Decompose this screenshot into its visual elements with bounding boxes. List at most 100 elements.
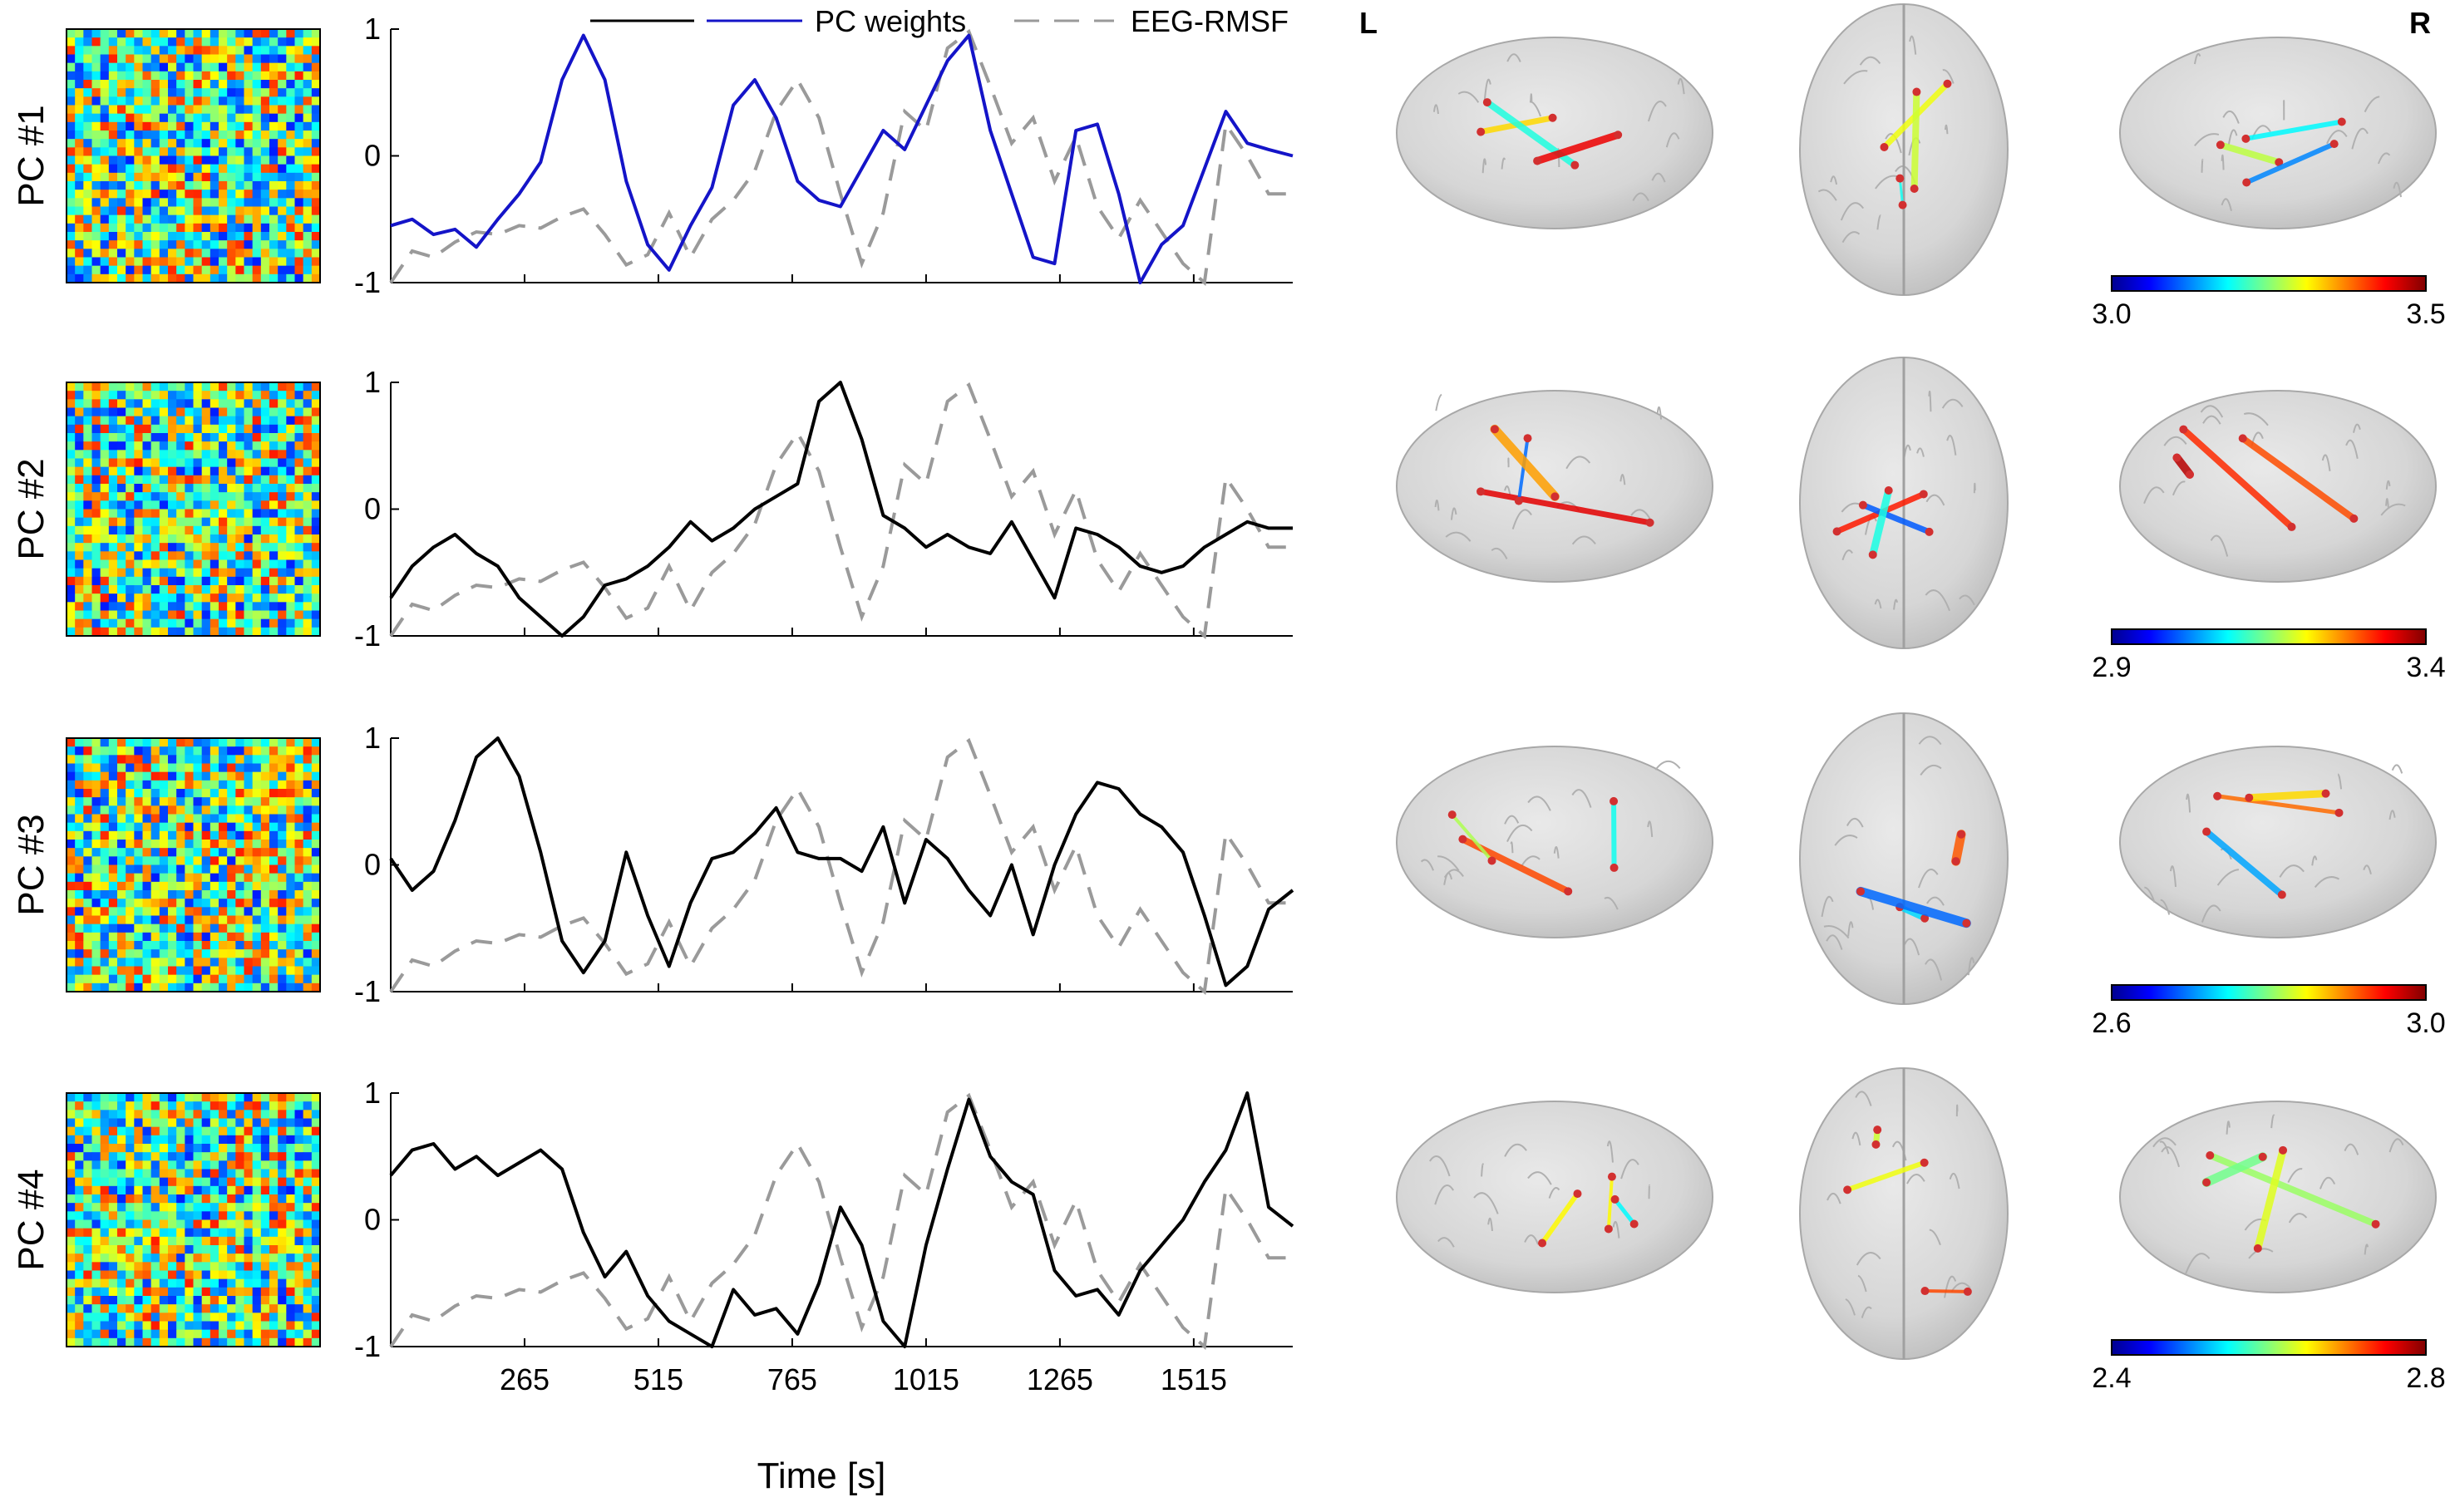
node (2322, 790, 2330, 798)
colorbar (2112, 985, 2426, 1000)
sulcus (2202, 160, 2203, 173)
node (1487, 856, 1496, 864)
node (1533, 157, 1541, 165)
pc-label: PC #4 (11, 1169, 52, 1270)
brain-view-top (1800, 1068, 2008, 1359)
node (1646, 519, 1654, 527)
brain-surface (2120, 391, 2436, 582)
node (2186, 470, 2194, 479)
x-tick-label: 1515 (1161, 1362, 1227, 1396)
brain-view-left-lateral (1397, 1101, 1713, 1293)
hemisphere-right-label: R (2409, 6, 2431, 40)
node (2202, 828, 2211, 836)
brain-view-right-medial (2120, 37, 2436, 229)
pc-label: PC #3 (11, 814, 52, 915)
x-tick-label: 265 (500, 1362, 550, 1396)
node (1899, 201, 1907, 209)
node (2349, 515, 2358, 523)
y-tick-label: -1 (354, 265, 381, 299)
brain-view-top (1800, 357, 2008, 648)
node (2172, 454, 2181, 462)
connection (1925, 1291, 1967, 1292)
brain-surface (1397, 746, 1713, 938)
node (2206, 1151, 2214, 1160)
node (1925, 528, 1934, 536)
node (1920, 490, 1928, 498)
node (1611, 1195, 1619, 1204)
sulcus (1655, 761, 1679, 770)
node (1910, 185, 1919, 193)
x-tick-label: 515 (633, 1362, 683, 1396)
node (1630, 1220, 1639, 1229)
node (1859, 501, 1867, 510)
y-tick-label: -1 (354, 974, 381, 1008)
colorbar-max-label: 3.4 (2406, 652, 2445, 683)
sulcus (2393, 765, 2402, 773)
y-tick-label: 1 (364, 12, 381, 46)
x-tick-label: 1265 (1027, 1362, 1093, 1396)
sulcus (1974, 484, 1975, 493)
node (1885, 486, 1893, 495)
x-tick-label: 1015 (893, 1362, 959, 1396)
node (2245, 794, 2253, 802)
node (1610, 797, 1618, 805)
node (1483, 98, 1491, 106)
node (1895, 175, 1904, 183)
node (1873, 1125, 1881, 1134)
node (2279, 1146, 2287, 1155)
node (1515, 497, 1523, 505)
pc-label: PC #1 (11, 105, 52, 206)
node (2216, 140, 2225, 149)
node (2254, 1244, 2262, 1253)
connectivity-matrix (67, 29, 321, 283)
pc-weights-line (391, 382, 1293, 636)
node (1869, 550, 1877, 559)
node (1458, 835, 1467, 844)
node (2287, 523, 2295, 531)
node (1610, 864, 1619, 872)
sulcus (1436, 395, 1442, 411)
node (1605, 1224, 1613, 1233)
hemisphere-left-label: L (1359, 6, 1378, 40)
eeg-rmsf-line (391, 741, 1293, 992)
node (1952, 857, 1960, 865)
node (1856, 887, 1865, 895)
colorbar-min-label: 3.0 (2092, 298, 2131, 330)
colorbar-min-label: 2.6 (2092, 1007, 2131, 1039)
colorbar (2112, 276, 2426, 291)
node (2239, 434, 2247, 442)
brain-view-right-medial (2120, 391, 2436, 582)
brain-surface (2120, 1101, 2436, 1293)
node (1448, 810, 1457, 819)
colorbar-min-label: 2.9 (2092, 652, 2131, 683)
pc-weights-line (391, 36, 1293, 283)
node (1524, 434, 1532, 442)
y-tick-label: -1 (354, 618, 381, 653)
brain-surface (1397, 1101, 1713, 1293)
node (1920, 1287, 1929, 1295)
connection (2249, 794, 2325, 798)
node (2334, 809, 2343, 817)
brain-view-right-medial (2120, 1101, 2436, 1293)
connection (1915, 92, 1917, 189)
node (2338, 117, 2346, 126)
y-tick-label: 0 (364, 492, 381, 526)
y-tick-label: 0 (364, 848, 381, 882)
colorbar (2112, 1340, 2426, 1355)
brain-view-top (1800, 713, 2008, 1004)
connectivity-matrix (67, 738, 321, 992)
eeg-rmsf-line (391, 1096, 1293, 1347)
colorbar-max-label: 3.0 (2406, 1007, 2445, 1039)
y-tick-label: 1 (364, 365, 381, 399)
node (1833, 527, 1841, 535)
node (1614, 131, 1622, 139)
pc-weights-line (391, 1093, 1293, 1347)
node (1962, 919, 1970, 928)
node (2179, 426, 2187, 434)
node (1550, 492, 1559, 500)
node (1964, 1288, 1972, 1296)
pc-label: PC #2 (11, 458, 52, 559)
